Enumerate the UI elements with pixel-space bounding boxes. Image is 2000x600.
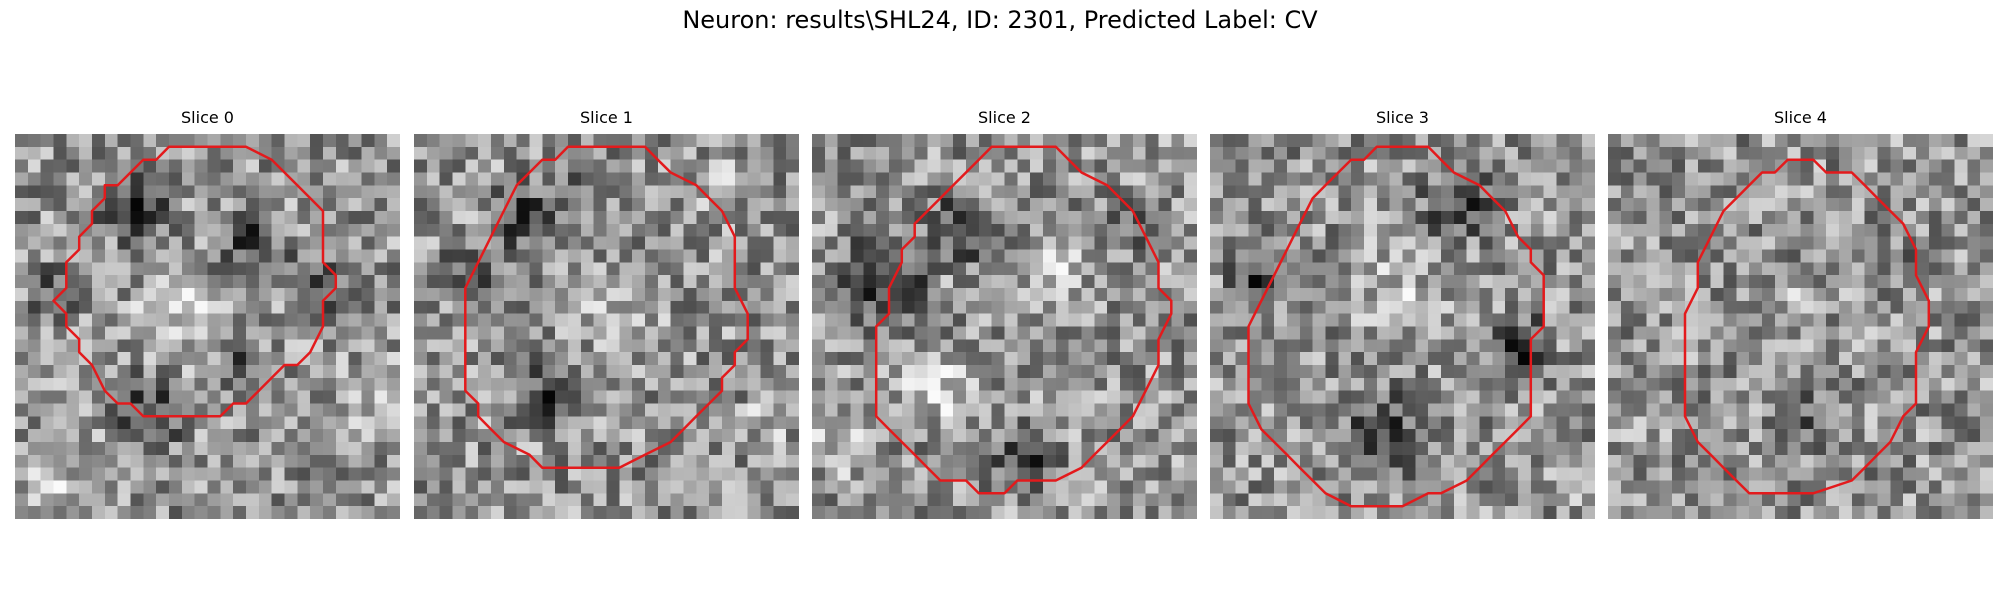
slice-title: Slice 2 [978, 108, 1031, 127]
roi-contour-layer [52, 145, 338, 418]
roi-contour [52, 145, 338, 418]
roi-contour [1683, 158, 1931, 495]
slice-image [15, 134, 400, 519]
roi-contour-layer [874, 145, 1173, 495]
figure-title: Neuron: results\SHL24, ID: 2301, Predict… [682, 6, 1318, 34]
roi-contour-layer [1247, 145, 1545, 508]
slice-image [1210, 134, 1595, 519]
slice-title: Slice 1 [580, 108, 633, 127]
roi-contour [874, 145, 1173, 495]
slice-title: Slice 4 [1774, 108, 1827, 127]
roi-contour [464, 145, 749, 469]
roi-contour [1247, 145, 1545, 508]
roi-contour-layer [464, 145, 749, 469]
slice-title: Slice 0 [181, 108, 234, 127]
slice-title: Slice 3 [1376, 108, 1429, 127]
roi-contour-layer [1683, 158, 1931, 495]
slice-image [414, 134, 799, 519]
